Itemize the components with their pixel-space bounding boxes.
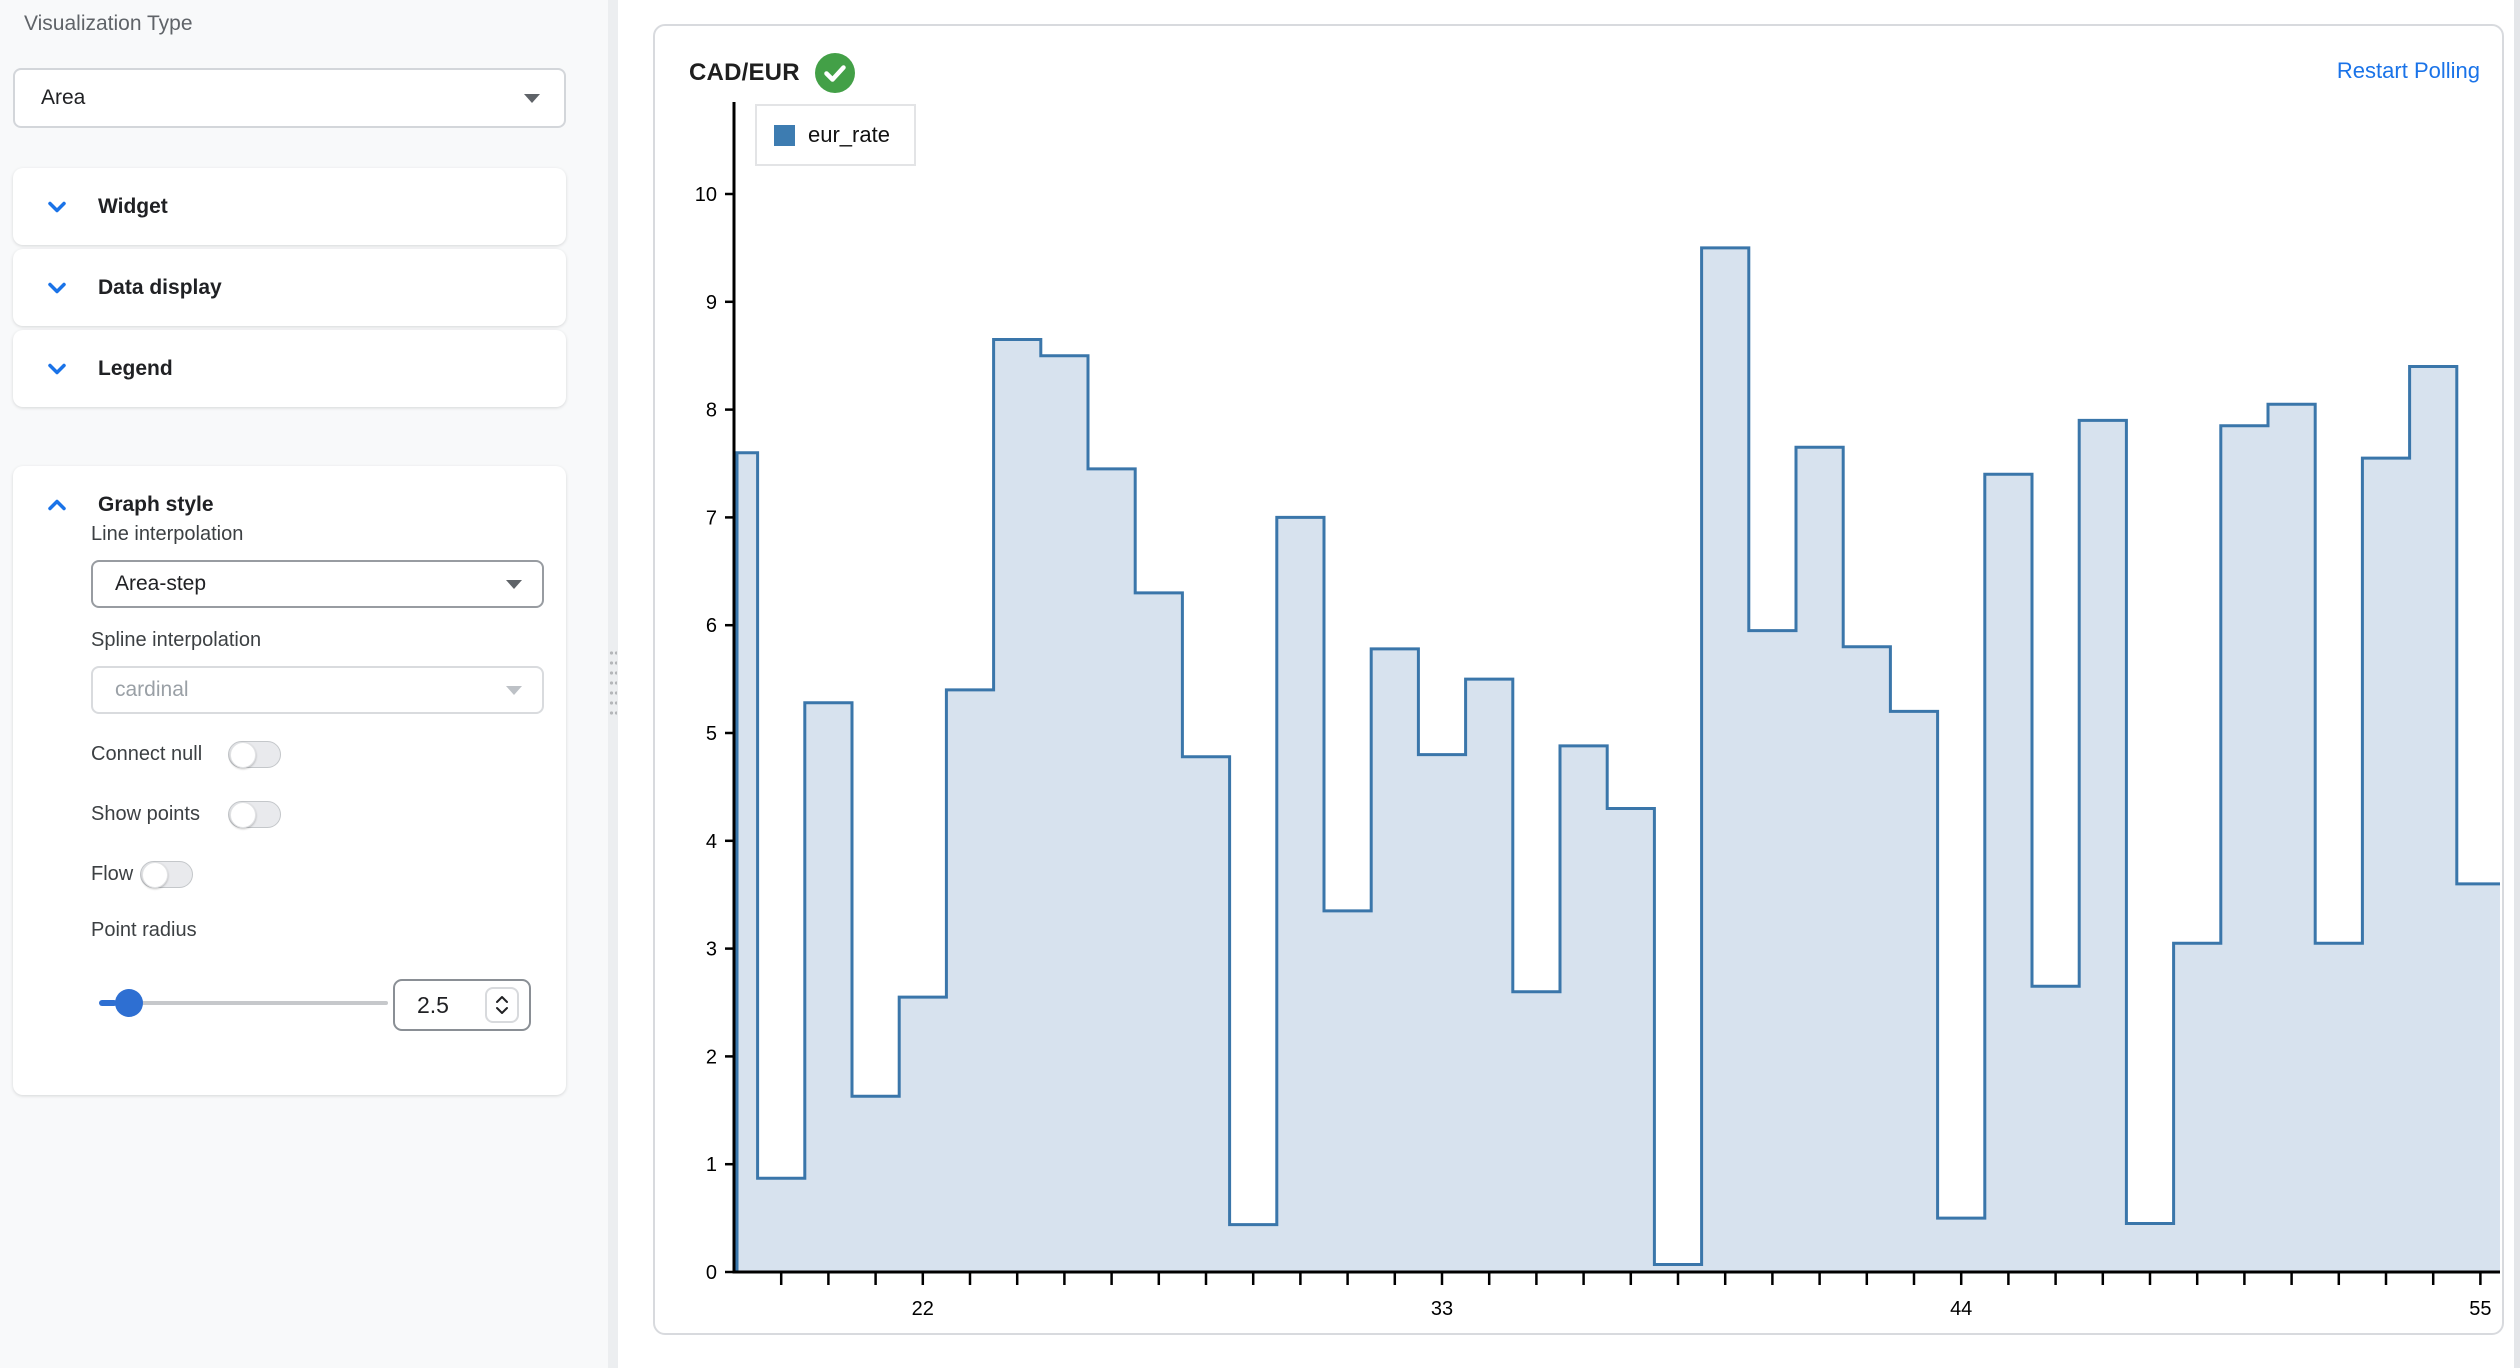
legend-swatch-icon: [774, 124, 795, 146]
svg-text:10: 10: [695, 184, 717, 206]
restart-polling-link[interactable]: Restart Polling: [2336, 58, 2480, 83]
section-widget: Widget: [13, 168, 566, 245]
section-title: Legend: [98, 356, 173, 380]
panel-resize-divider[interactable]: [608, 0, 618, 1368]
spline-interpolation-value: cardinal: [115, 678, 189, 701]
connect-null-label: Connect null: [91, 743, 203, 765]
section-title: Widget: [98, 194, 168, 218]
section-header-widget[interactable]: Widget: [13, 168, 566, 245]
section-header-legend[interactable]: Legend: [13, 330, 566, 407]
check-circle-icon: [814, 53, 855, 93]
stepper-up-icon: [496, 996, 508, 1003]
point-radius-input[interactable]: [415, 990, 485, 1020]
svg-text:5: 5: [706, 723, 717, 745]
section-data-display: Data display: [13, 249, 566, 326]
toggle-knob: [142, 862, 168, 888]
visualization-type-value: Area: [41, 86, 86, 109]
line-interpolation-label: Line interpolation: [91, 523, 244, 545]
svg-text:1: 1: [706, 1154, 717, 1176]
connect-null-toggle[interactable]: [228, 741, 281, 768]
section-title: Graph style: [98, 492, 214, 516]
config-sidebar: Visualization Type Area Widget Data disp…: [0, 0, 608, 1368]
chart-legend-item[interactable]: eur_rate: [755, 104, 916, 166]
spline-interpolation-label: Spline interpolation: [91, 629, 262, 651]
point-radius-slider-track[interactable]: [102, 1001, 388, 1005]
section-legend: Legend: [13, 330, 566, 407]
chevron-down-icon: [48, 201, 66, 212]
chevron-down-icon: [506, 579, 522, 589]
point-radius-stepper[interactable]: [485, 987, 519, 1023]
visualization-type-label: Visualization Type: [24, 12, 193, 35]
svg-text:6: 6: [706, 615, 717, 637]
svg-text:8: 8: [706, 400, 717, 422]
chart-panel: 0 1 2 3 4 5 6 7 8 9 10 22 33 44 55 CAD/EUR Restart Pol…: [653, 24, 2504, 1335]
flow-toggle[interactable]: [140, 861, 193, 888]
svg-text:0: 0: [706, 1262, 717, 1284]
line-interpolation-value: Area-step: [115, 572, 207, 595]
chevron-up-icon: [48, 499, 66, 510]
svg-text:44: 44: [1950, 1298, 1972, 1320]
point-radius-slider-handle[interactable]: [115, 989, 143, 1017]
flow-label: Flow: [91, 863, 134, 885]
svg-text:55: 55: [2469, 1298, 2491, 1320]
line-interpolation-select[interactable]: Area-step: [91, 560, 544, 608]
section-title: Data display: [98, 275, 222, 299]
chart-title: CAD/EUR: [689, 59, 800, 86]
svg-text:3: 3: [706, 939, 717, 961]
scrollbar-track[interactable]: [2514, 0, 2520, 1368]
point-radius-slider-fill: [99, 1000, 117, 1006]
svg-text:9: 9: [706, 292, 717, 314]
show-points-toggle[interactable]: [228, 801, 281, 828]
chevron-down-icon: [48, 282, 66, 293]
legend-label: eur_rate: [808, 122, 890, 147]
toggle-knob: [230, 802, 256, 828]
show-points-label: Show points: [91, 803, 200, 825]
chevron-down-icon: [506, 685, 522, 695]
spline-interpolation-select[interactable]: cardinal: [91, 666, 544, 714]
svg-text:7: 7: [706, 507, 717, 529]
svg-text:33: 33: [1431, 1298, 1453, 1320]
section-graph-style: Graph style Line interpolation Area-step…: [13, 466, 566, 1095]
toggle-knob: [230, 742, 256, 768]
point-radius-input-group: [393, 979, 531, 1031]
point-radius-label: Point radius: [91, 919, 197, 941]
section-header-graph-style[interactable]: Graph style: [13, 466, 566, 543]
stepper-down-icon: [496, 1007, 508, 1014]
svg-text:2: 2: [706, 1046, 717, 1068]
svg-text:22: 22: [912, 1298, 934, 1320]
chevron-down-icon: [524, 93, 540, 103]
area-chart: 0 1 2 3 4 5 6 7 8 9 10 22 33 44 55: [695, 102, 2500, 1320]
visualization-type-select[interactable]: Area: [13, 68, 566, 128]
drag-handle-icon: [609, 648, 617, 716]
section-header-data-display[interactable]: Data display: [13, 249, 566, 326]
svg-text:4: 4: [706, 831, 717, 853]
chart-header: CAD/EUR: [689, 52, 856, 94]
chevron-down-icon: [48, 363, 66, 374]
